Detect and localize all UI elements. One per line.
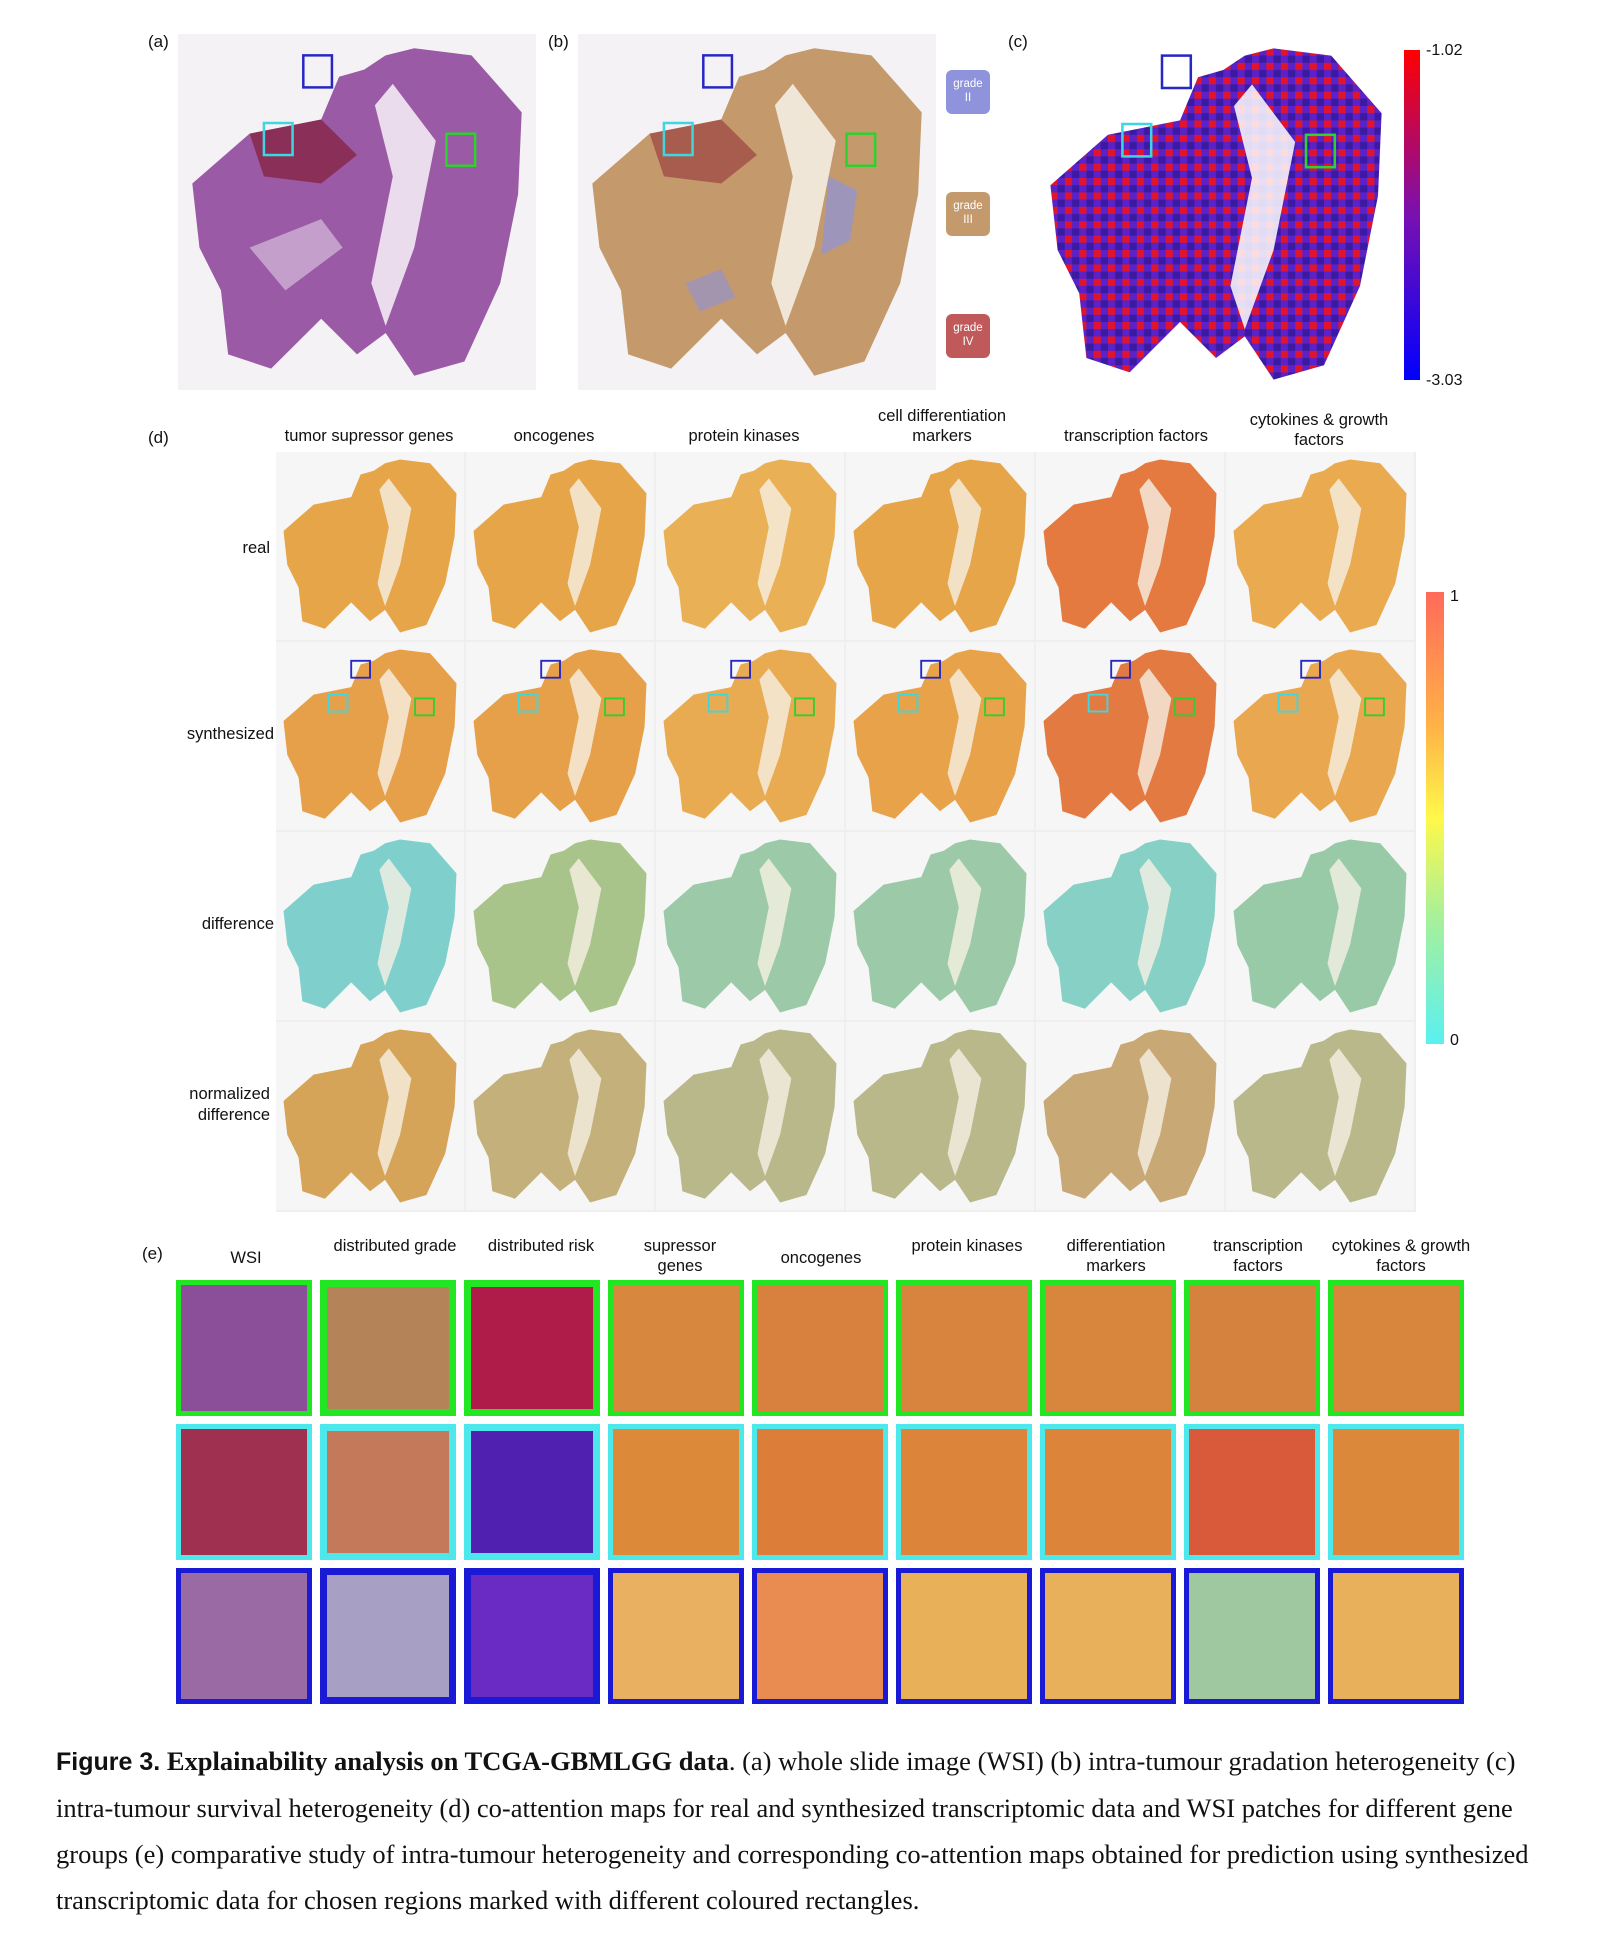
region-patch: [176, 1568, 312, 1704]
attention-map-cell: [276, 452, 464, 640]
region-patch: [896, 1280, 1032, 1416]
d-column-header: cytokines & growth factors: [1249, 411, 1389, 449]
attention-map-cell: [276, 642, 464, 830]
region-patch: [464, 1424, 600, 1560]
attention-colorbar-min: 0: [1450, 1032, 1459, 1049]
region-patch: [320, 1568, 456, 1704]
d-row-label: synthesized: [186, 725, 274, 743]
grade-iv-number: IV: [962, 336, 974, 348]
panel-a-label: (a): [148, 32, 169, 51]
risk-colorbar-min: -3.03: [1426, 372, 1463, 389]
region-patch: [320, 1280, 456, 1416]
attention-colorbar-max: 1: [1450, 588, 1459, 605]
panel-c-label: (c): [1008, 32, 1028, 51]
region-patch: [1184, 1280, 1320, 1416]
e-column-header: WSI: [230, 1249, 262, 1267]
attention-map-cell: [656, 1022, 844, 1210]
region-patch: [752, 1280, 888, 1416]
grade-ii-number: II: [964, 92, 972, 104]
e-column-header: distributed grade: [333, 1237, 457, 1255]
panel-e-label: (e): [142, 1244, 163, 1263]
attention-map-cell: [656, 832, 844, 1020]
attention-colorbar: [1426, 592, 1444, 1044]
region-patch: [1328, 1280, 1464, 1416]
attention-map-cell: [656, 452, 844, 640]
region-patch: [1328, 1424, 1464, 1560]
attention-map-cell: [1036, 642, 1224, 830]
grade-iv-legend: grade IV: [946, 314, 990, 358]
region-patch: [1040, 1424, 1176, 1560]
d-column-header: protein kinases: [688, 427, 800, 445]
grade-heterogeneity-map: [578, 34, 936, 390]
region-patch: [1328, 1568, 1464, 1704]
grade-ii-text: grade: [953, 78, 983, 90]
grade-iii-number: III: [963, 214, 973, 226]
region-patch: [1040, 1568, 1176, 1704]
region-patch: [176, 1280, 312, 1416]
figure-title: Explainability analysis on TCGA-GBMLGG d…: [166, 1746, 729, 1776]
region-patch: [1184, 1568, 1320, 1704]
d-row-label: real: [242, 539, 270, 557]
grade-iii-legend: grade III: [946, 192, 990, 236]
region-patch: [464, 1568, 600, 1704]
figure-caption-text: . (a) whole slide image (WSI) (b) intra-…: [56, 1746, 1529, 1915]
attention-map-cell: [276, 1022, 464, 1210]
region-patch: [176, 1424, 312, 1560]
attention-map-cell: [846, 452, 1034, 640]
attention-map-cell: [846, 832, 1034, 1020]
co-attention-grid: [276, 452, 1416, 1212]
attention-map-cell: [1226, 642, 1414, 830]
region-patch: [608, 1568, 744, 1704]
e-column-header: oncogenes: [780, 1249, 862, 1267]
attention-map-cell: [846, 1022, 1034, 1210]
d-column-header: oncogenes: [513, 427, 595, 445]
grade-ii-legend: grade II: [946, 70, 990, 114]
wsi-image: [178, 34, 536, 390]
region-patch: [1184, 1424, 1320, 1560]
attention-map-cell: [466, 452, 654, 640]
panel-b-label: (b): [548, 32, 569, 51]
risk-heterogeneity-map: [1036, 34, 1396, 394]
region-patch: [896, 1568, 1032, 1704]
risk-colorbar: [1404, 50, 1420, 380]
attention-map-cell: [1226, 832, 1414, 1020]
d-column-header: tumor supressor genes: [284, 427, 454, 445]
risk-colorbar-max: -1.02: [1426, 42, 1463, 59]
grade-iv-text: grade: [953, 322, 983, 334]
attention-map-cell: [466, 642, 654, 830]
attention-map-cell: [1036, 1022, 1224, 1210]
figure-caption: Figure 3. Explainability analysis on TCG…: [56, 1738, 1566, 1923]
attention-map-cell: [1036, 452, 1224, 640]
d-row-label: normalized difference: [189, 1085, 270, 1124]
attention-map-cell: [846, 642, 1034, 830]
panel-d-label: (d): [148, 428, 169, 447]
attention-map-cell: [466, 832, 654, 1020]
d-row-label: difference: [201, 915, 274, 933]
region-patch: [608, 1424, 744, 1560]
figure-number: Figure 3.: [56, 1748, 161, 1776]
region-patch: [896, 1424, 1032, 1560]
d-column-header: transcription factors: [1064, 427, 1208, 445]
region-patch: [464, 1280, 600, 1416]
attention-map-cell: [656, 642, 844, 830]
e-column-header: distributed risk: [487, 1237, 595, 1255]
region-patch: [1040, 1280, 1176, 1416]
attention-map-cell: [276, 832, 464, 1020]
e-column-header: differentiation markers: [1066, 1237, 1166, 1275]
region-patch-grid: [176, 1280, 1476, 1708]
e-column-header: protein kinases: [911, 1237, 1023, 1255]
grade-iii-text: grade: [953, 200, 983, 212]
region-patch: [320, 1424, 456, 1560]
attention-map-cell: [466, 1022, 654, 1210]
attention-map-cell: [1226, 452, 1414, 640]
region-patch: [752, 1424, 888, 1560]
e-column-header: cytokines & growth factors: [1331, 1237, 1471, 1275]
attention-map-cell: [1226, 1022, 1414, 1210]
e-column-header: transcription factors: [1213, 1237, 1303, 1275]
e-column-header: supressor genes: [643, 1237, 717, 1275]
region-patch: [752, 1568, 888, 1704]
attention-map-cell: [1036, 832, 1224, 1020]
region-patch: [608, 1280, 744, 1416]
d-column-header: cell differentiation markers: [877, 407, 1007, 445]
